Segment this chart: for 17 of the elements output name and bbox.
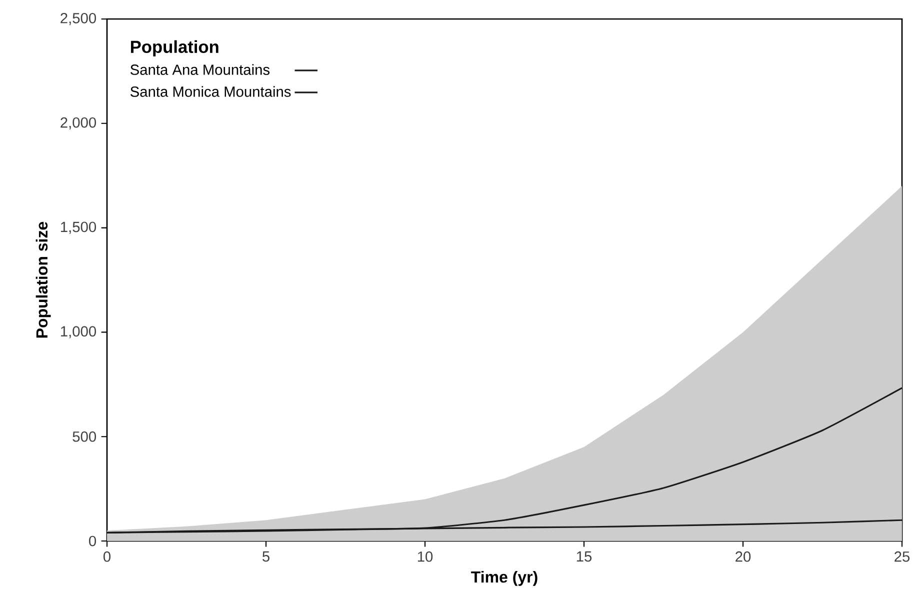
x-tick-label: 5 (262, 551, 270, 562)
x-tick-label: 25 (894, 551, 910, 562)
y-tick-label: 500 (72, 431, 96, 442)
legend-label: Santa Monica Mountains (130, 86, 291, 97)
x-tick-label: 15 (576, 551, 592, 562)
y-tick-label: 1,000 (61, 326, 96, 338)
x-tick-label: 0 (103, 551, 110, 562)
y-tick-label: 2,000 (60, 117, 96, 130)
legend-label: Santa Ana Mountains (130, 64, 270, 75)
x-axis-title: Time (yr) (471, 570, 538, 586)
x-tick-label: 10 (418, 551, 433, 562)
legend-title: Population (130, 40, 218, 56)
y-axis-title: Population size (36, 222, 51, 338)
y-tick-label: 1,500 (61, 222, 96, 234)
y-tick-label: 0 (89, 536, 96, 546)
x-tick-label: 20 (736, 551, 751, 562)
y-tick-label: 2,500 (60, 12, 96, 26)
